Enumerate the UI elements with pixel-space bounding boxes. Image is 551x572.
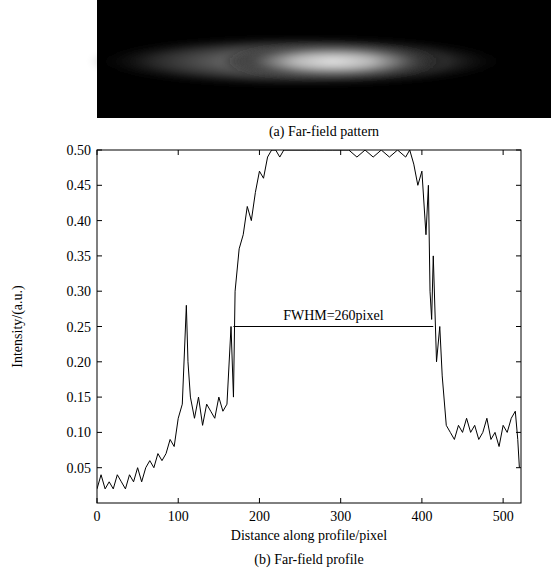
y-tick-right <box>516 467 521 468</box>
y-tick-label: 0.15 <box>67 390 92 405</box>
x-tick-label: 100 <box>168 509 189 524</box>
x-tick-label: 300 <box>330 509 351 524</box>
x-tick <box>421 498 422 503</box>
y-tick-right <box>516 255 521 256</box>
fwhm-line <box>233 326 433 327</box>
bright-spot <box>220 42 447 80</box>
y-tick <box>97 467 102 468</box>
y-axis-title: Intensity/(a.u.) <box>10 285 26 368</box>
y-tick-label: 0.25 <box>67 320 92 335</box>
far-field-image <box>88 0 551 118</box>
y-tick-label: 0.10 <box>67 425 92 440</box>
y-tick-label: 0.20 <box>67 355 92 370</box>
y-tick <box>97 326 102 327</box>
y-tick-right <box>516 361 521 362</box>
y-tick <box>97 432 102 433</box>
x-tick-top <box>340 150 341 155</box>
y-tick <box>97 397 102 398</box>
fwhm-label: FWHM=260pixel <box>283 308 384 323</box>
plot-area <box>97 150 519 489</box>
x-tick <box>178 498 179 503</box>
chart-caption: (b) Far-field profile <box>254 552 363 568</box>
x-tick-label: 400 <box>411 509 432 524</box>
x-tick-top <box>421 150 422 155</box>
y-tick <box>97 185 102 186</box>
y-tick <box>97 361 102 362</box>
x-tick-top <box>97 150 98 155</box>
x-axis-title: Distance along profile/pixel <box>231 528 387 543</box>
x-tick-label: 0 <box>94 509 101 524</box>
figure: (a) Far-field pattern 0 100 200 300 400 500 0.0… <box>0 0 551 572</box>
x-tick-top <box>259 150 260 155</box>
y-tick-label: 0.45 <box>67 178 92 193</box>
halo <box>88 35 515 87</box>
y-tick <box>97 291 102 292</box>
x-tick <box>503 498 504 503</box>
x-tick-top <box>503 150 504 155</box>
x-tick <box>340 498 341 503</box>
y-tick-right <box>516 291 521 292</box>
y-tick <box>97 255 102 256</box>
x-tick <box>259 498 260 503</box>
x-tick-label: 500 <box>493 509 514 524</box>
x-tick <box>97 498 98 503</box>
y-tick-label: 0.05 <box>67 461 92 476</box>
y-tick-label: 0.50 <box>67 143 92 158</box>
profile-line <box>97 150 519 489</box>
y-tick-right <box>516 326 521 327</box>
y-tick-label: 0.35 <box>67 249 92 264</box>
y-tick <box>97 220 102 221</box>
y-tick-right <box>516 185 521 186</box>
y-tick-label: 0.40 <box>67 214 92 229</box>
y-tick-label: 0.30 <box>67 284 92 299</box>
y-tick-right <box>516 397 521 398</box>
x-tick-label: 200 <box>249 509 270 524</box>
image-caption: (a) Far-field pattern <box>269 124 379 140</box>
plot-frame <box>97 150 521 503</box>
y-tick <box>97 150 102 151</box>
y-tick-right <box>516 220 521 221</box>
y-tick-right <box>516 150 521 151</box>
x-tick-top <box>178 150 179 155</box>
